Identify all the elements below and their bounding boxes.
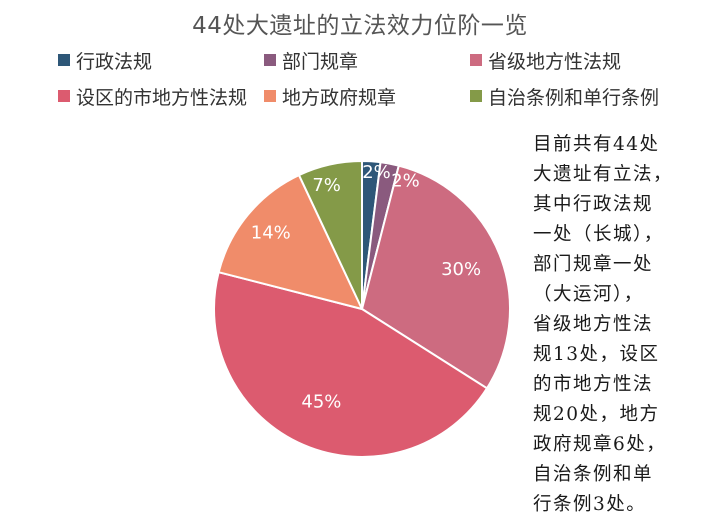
legend-item-2: 省级地方性法规 [470,46,700,74]
annotation-line: 目前共有44处 [533,134,660,155]
pie-data-label-5: 7% [312,175,341,196]
pie-slice-3 [213,270,489,458]
legend-swatch-3 [58,90,70,102]
annotation-line: 大遗址有立法， [533,164,674,185]
annotation-line: 省级地方性法 [533,314,654,335]
annotation-line: （大运河）， [533,284,644,305]
legend-swatch-4 [264,90,276,102]
legend-label-2: 省级地方性法规 [488,50,622,73]
pie-slice-2 [360,164,511,390]
chart-legend: 行政法规 部门规章 省级地方性法规 设区的市地方性法规 地方政府规章 自治条例和… [58,46,698,110]
pie-slice-4 [217,173,364,311]
annotation-line: 自治条例和单 [533,464,654,485]
legend-label-1: 部门规章 [282,50,359,73]
legend-swatch-2 [470,54,482,66]
annotation-line: 其中行政法规 [533,194,654,215]
legend-item-1: 部门规章 [264,46,470,74]
annotation-line: 的市地方性法 [533,374,654,395]
legend-item-0: 行政法规 [58,46,264,74]
annotation-line: 规13处，设区 [533,344,660,365]
annotation-line: 部门规章一处 [533,254,654,275]
legend-swatch-5 [470,90,482,102]
legend-label-0: 行政法规 [76,50,153,73]
pie-data-label-0: 2% [362,162,391,183]
legend-swatch-0 [58,54,70,66]
annotation-line: 规20处，地方 [533,404,660,425]
legend-label-4: 地方政府规章 [282,86,397,109]
annotation-line: 一处（长城）， [533,224,664,245]
chart-title: 44处大遗址的立法效力位阶一览 [192,13,528,39]
annotation-text: 目前共有44处 大遗址有立法， 其中行政法规 一处（长城）， 部门规章一处 （大… [533,130,715,520]
legend-swatch-1 [264,54,276,66]
legend-item-3: 设区的市地方性法规 [58,82,264,110]
legend-label-3: 设区的市地方性法规 [76,86,248,109]
pie-slice-5 [297,159,363,310]
annotation-line: 政府规章6处， [533,434,667,455]
legend-item-5: 自治条例和单行条例 [470,82,700,110]
legend-item-4: 地方政府规章 [264,82,470,110]
legend-label-5: 自治条例和单行条例 [488,86,660,109]
pie-data-label-4: 14% [251,223,291,244]
pie-data-label-2: 30% [441,259,481,280]
pie-data-label-1: 2% [391,170,420,191]
pie-data-label-3: 45% [301,392,341,413]
annotation-line: 行条例3处。 [533,494,647,515]
